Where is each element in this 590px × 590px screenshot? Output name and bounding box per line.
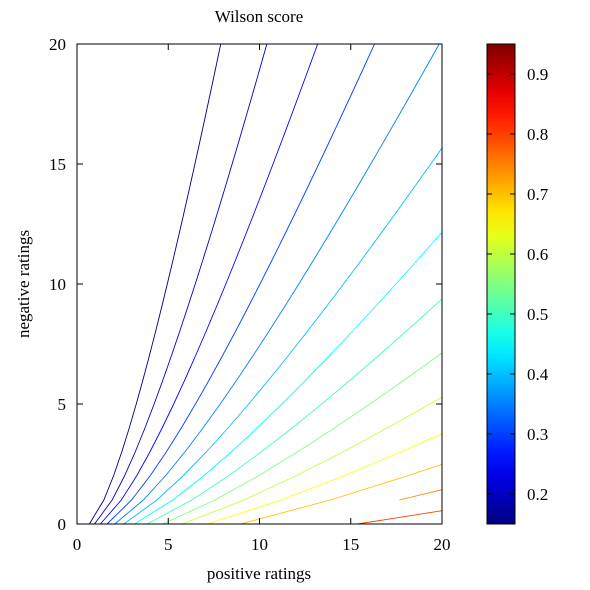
y-tick-label: 5 bbox=[58, 395, 67, 414]
contour-line-0.6 bbox=[181, 396, 443, 525]
colorbar-tick-label: 0.2 bbox=[527, 485, 548, 504]
colorbar-ticks: 0.2 0.3 0.4 0.5 0.6 0.7 0.8 0.9 bbox=[487, 65, 549, 504]
contour-line-0.5 bbox=[146, 298, 443, 525]
colorbar-tick-label: 0.4 bbox=[527, 365, 549, 384]
y-tick-label: 15 bbox=[49, 155, 66, 174]
chart-title: Wilson score bbox=[215, 7, 304, 26]
x-tick-label: 20 bbox=[434, 535, 451, 554]
y-axis-ticks: 0 5 10 15 20 bbox=[49, 35, 442, 534]
y-tick-label: 10 bbox=[49, 275, 66, 294]
contour-line-0.55 bbox=[162, 352, 443, 525]
x-axis-ticks: 0 5 10 15 20 bbox=[73, 44, 451, 554]
contour-line-0.8 bbox=[357, 510, 443, 525]
contour-line-0.65 bbox=[207, 433, 443, 525]
colorbar bbox=[486, 43, 516, 525]
x-axis-title: positive ratings bbox=[207, 564, 311, 583]
colorbar-tick-label: 0.9 bbox=[527, 65, 548, 84]
contour-line-0.45 bbox=[134, 231, 443, 525]
contour-line-0.2 bbox=[94, 43, 268, 525]
contour-line-0.3 bbox=[106, 43, 375, 525]
colorbar-tick-label: 0.5 bbox=[527, 305, 548, 324]
contour-line-0.35 bbox=[114, 43, 440, 525]
y-tick-label: 0 bbox=[58, 515, 67, 534]
colorbar-tick-label: 0.7 bbox=[527, 185, 549, 204]
colorbar-tick-label: 0.6 bbox=[527, 245, 548, 264]
colorbar-tick-label: 0.3 bbox=[527, 425, 548, 444]
contour-line-0.7 bbox=[240, 463, 443, 525]
contour-line-0.4 bbox=[123, 147, 443, 525]
x-tick-label: 15 bbox=[342, 535, 359, 554]
y-axis-title: negative ratings bbox=[14, 230, 33, 338]
x-tick-label: 0 bbox=[73, 535, 82, 554]
colorbar-tick-label: 0.8 bbox=[527, 125, 548, 144]
contour-lines bbox=[88, 43, 443, 525]
x-tick-label: 10 bbox=[251, 535, 268, 554]
contour-line-0.25 bbox=[100, 43, 319, 525]
plot-frame bbox=[76, 43, 443, 525]
x-tick-label: 5 bbox=[164, 535, 173, 554]
y-tick-label: 20 bbox=[49, 35, 66, 54]
contour-line-0.15 bbox=[88, 43, 222, 525]
contour-line-0.75 bbox=[399, 489, 443, 501]
